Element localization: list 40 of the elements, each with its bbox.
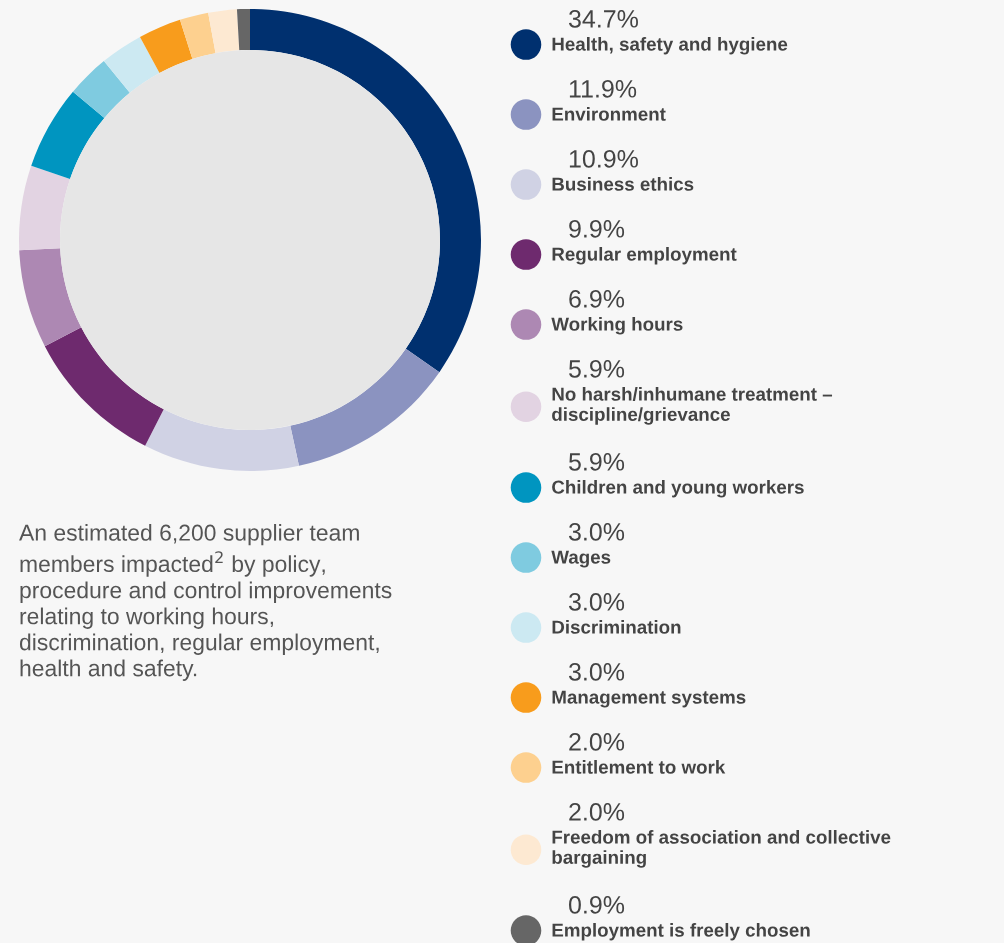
data-label: 3.0% [568, 663, 625, 681]
legend-label: Environment [552, 107, 666, 121]
data-label: 9.9% [569, 220, 625, 238]
legend-label: Entitlement to work [552, 760, 726, 774]
data-label: 2.0% [569, 733, 625, 751]
donut-slice [19, 165, 71, 251]
data-label: 10.9% [569, 150, 638, 168]
donut-slice [290, 348, 440, 466]
data-label: 6.9% [569, 290, 625, 308]
legend-label: Health, safety and hygiene [552, 37, 788, 55]
legend-label: Wages [551, 550, 611, 568]
donut-slice [19, 248, 82, 347]
legend-label: Working hours [551, 317, 683, 335]
legend-label: No harsh/inhumane treatment – discipline/grievance [552, 387, 833, 425]
donut-slice [236, 9, 250, 51]
donut-slice [145, 409, 299, 471]
text: An estimated 6,200 supplier team members impacted$^{2}$ by policy, procedure and control improvements relating to working hours, discrimination, regular employment, health and safety. [19, 524, 392, 681]
donut-slice [44, 327, 164, 446]
legend-label: Children and young workers [552, 480, 804, 498]
legend-label: Management systems [552, 690, 746, 708]
donut-slice [72, 61, 130, 118]
donut-slice [103, 36, 160, 93]
legend-label: Regular employment [552, 247, 737, 265]
donut-slice [180, 12, 216, 59]
donut-slice [139, 19, 193, 73]
donut-slice [208, 9, 240, 54]
legend-label: Freedom of association and collective bargaining [552, 830, 891, 868]
legend-label: Employment is freely chosen [552, 923, 810, 941]
data-label: 0.9% [568, 896, 625, 914]
data-label: 5.9% [569, 360, 625, 378]
data-label: 11.9% [569, 80, 637, 98]
data-label: 5.9% [569, 453, 625, 471]
data-label: 34.7% [568, 10, 638, 28]
legend-label: Discrimination [552, 620, 681, 634]
data-label: 2.0% [569, 803, 625, 821]
data-label: 3.0% [568, 593, 625, 611]
data-label: 3.0% [568, 523, 625, 541]
donut-slice [250, 9, 481, 373]
donut-slice [31, 91, 105, 180]
legend-label: Business ethics [552, 177, 694, 191]
